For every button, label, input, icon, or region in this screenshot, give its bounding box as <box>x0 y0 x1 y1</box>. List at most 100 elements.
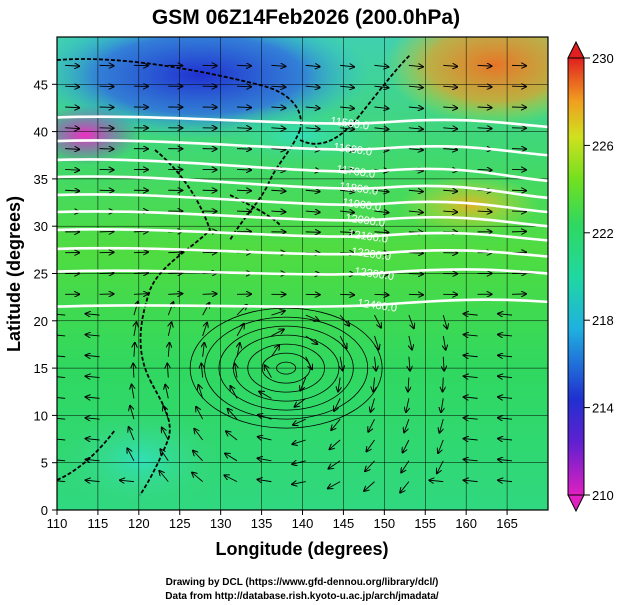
y-tick-label: 25 <box>34 267 48 282</box>
streamline-arrow <box>133 231 148 232</box>
streamline-arrow <box>364 481 375 491</box>
x-tick-label: 165 <box>496 516 518 531</box>
streamline-arrow <box>127 448 135 462</box>
streamline-arrow <box>86 397 100 398</box>
colorbar-tick-label: 214 <box>592 401 614 416</box>
height-contour-label: 12200.0 <box>351 246 392 263</box>
streamline-arrow <box>86 418 100 419</box>
streamline-arrow <box>442 314 447 328</box>
streamline-arrow <box>477 86 492 87</box>
streamline-arrow <box>498 376 513 377</box>
streamline-arrow <box>305 86 320 87</box>
y-tick-label: 10 <box>34 408 48 423</box>
streamline-arrow <box>443 128 457 129</box>
coastline-borneo <box>57 429 116 481</box>
x-tick-label: 155 <box>414 516 436 531</box>
streamline-arrow <box>403 439 410 452</box>
streamline-arrow <box>429 480 444 481</box>
streamline-arrow <box>400 481 410 493</box>
streamline-arrow <box>196 407 204 420</box>
streamline-arrow <box>374 65 389 67</box>
streamline-arrow <box>202 294 217 295</box>
coastline-japan <box>299 54 411 145</box>
streamline-arrow <box>203 343 205 357</box>
x-tick-label: 160 <box>455 516 477 531</box>
streamline-arrow <box>271 190 285 191</box>
streamline-arrow <box>443 149 457 150</box>
coastline-korea-china <box>229 129 301 241</box>
streamline-arrow <box>292 482 306 485</box>
streamline-arrow <box>132 385 134 399</box>
x-tick-label: 115 <box>88 516 109 531</box>
streamline-arrow <box>305 107 320 108</box>
streamline-arrow <box>198 385 204 399</box>
streamline-arrow <box>498 480 513 481</box>
streamline-arrow <box>498 397 513 398</box>
streamline-arrow <box>225 475 238 483</box>
x-tick-label: 150 <box>373 516 395 531</box>
height-contour-label: 11600.0 <box>333 141 373 158</box>
streamline-arrow <box>477 169 492 170</box>
streamline-arrow <box>86 480 100 481</box>
coastline-asia-north <box>57 58 302 131</box>
streamline-arrow <box>329 460 341 469</box>
x-tick-label: 120 <box>128 516 150 531</box>
streamline-arrow <box>271 65 285 66</box>
streamline-arrow <box>338 377 340 392</box>
streamline-arrow <box>340 128 354 129</box>
credit-data-source: Data from http://database.rish.kyoto-u.a… <box>165 591 439 602</box>
streamline-arrow <box>368 418 375 432</box>
streamline-arrow <box>408 314 414 328</box>
streamline-arrow <box>340 232 354 233</box>
streamline-arrow <box>443 335 445 350</box>
streamline-arrow <box>159 471 169 482</box>
streamline-arrow <box>134 343 135 357</box>
streamline-arrow <box>408 149 423 150</box>
streamline-arrow <box>86 355 100 356</box>
streamline-arrow <box>258 437 272 440</box>
streamline-arrow <box>226 431 238 441</box>
height-contour-label: 12300.0 <box>354 266 395 283</box>
streamline-arrow <box>202 252 217 253</box>
colorbar-tick-label: 226 <box>592 138 614 153</box>
streamline-arrow <box>340 211 354 212</box>
streamline-arrow <box>133 302 138 316</box>
streamline-arrow <box>192 473 203 482</box>
streamline-arrow <box>305 190 320 191</box>
streamline-arrow <box>292 439 306 444</box>
streamline-arrow <box>120 480 134 481</box>
x-tick-label: 125 <box>169 516 191 531</box>
streamline-arrow <box>340 65 354 66</box>
streamline-arrow <box>86 335 100 336</box>
height-contour-label: 11900.0 <box>342 197 382 214</box>
streamline-arrow <box>65 149 79 150</box>
streamline-arrow <box>374 294 389 295</box>
streamline-arrow <box>167 302 173 316</box>
streamline-arrow <box>477 65 492 66</box>
streamline-arrow <box>408 86 423 87</box>
streamline-arrow <box>228 409 238 420</box>
height-contour-label: 11700.0 <box>336 163 376 180</box>
streamline-arrow <box>57 459 66 462</box>
streamline-arrow <box>258 458 272 461</box>
streamline-arrow <box>86 314 100 315</box>
streamline-arrow <box>371 398 375 411</box>
streamline-arrow <box>57 438 66 441</box>
y-tick-label: 5 <box>41 456 48 471</box>
x-tick-label: 140 <box>292 516 314 531</box>
x-tick-label: 110 <box>47 516 68 531</box>
height-contour-line <box>56 268 549 276</box>
streamline-arrow <box>328 481 341 489</box>
streamline-arrow <box>271 128 285 129</box>
credit-drawing: Drawing by DCL (https://www.gfd-dennou.o… <box>166 577 439 588</box>
streamline-arrow <box>477 128 492 129</box>
height-contour-label: 11500.0 <box>330 115 370 132</box>
streamline-arrow <box>258 480 272 482</box>
streamline-arrow <box>57 355 66 358</box>
streamline-arrow <box>340 86 354 87</box>
streamline-arrow <box>65 128 79 129</box>
colorbar-tick-label: 222 <box>592 226 614 241</box>
streamline-arrow <box>443 211 457 212</box>
streamline-arrow <box>366 439 375 451</box>
